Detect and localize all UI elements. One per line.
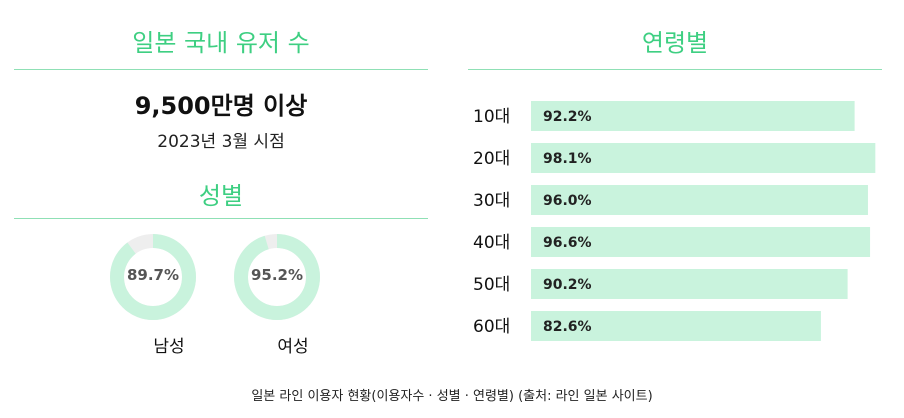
user-count: 9,500만명 이상 bbox=[134, 92, 308, 120]
age-bar-value-label: 82.6% bbox=[543, 319, 592, 335]
age-bar-chart: 10대 92.2% 20대 98.1% 30대 96.0% 40대 96.6% 50대 90.2%… bbox=[473, 101, 876, 341]
donut-svg bbox=[234, 234, 320, 320]
age-category-label: 50대 bbox=[473, 275, 510, 295]
age-bar bbox=[531, 311, 821, 341]
donut-category-label: 여성 bbox=[277, 337, 309, 357]
age-bar bbox=[531, 143, 876, 173]
age-category-label: 10대 bbox=[473, 107, 510, 127]
age-category-label: 20대 bbox=[473, 149, 510, 169]
age-bar bbox=[531, 101, 855, 131]
as-of-date: 2023년 3월 시점 bbox=[157, 132, 285, 152]
age-bar-value-label: 96.6% bbox=[543, 235, 592, 251]
age-bar bbox=[531, 227, 871, 257]
gender-title: 성별 bbox=[198, 182, 244, 210]
donut-female: 95.2% bbox=[232, 232, 322, 322]
age-bar-value-label: 90.2% bbox=[543, 277, 592, 293]
donut-slice bbox=[110, 234, 196, 320]
age-bar bbox=[531, 269, 848, 299]
age-bar bbox=[531, 185, 868, 215]
users-divider bbox=[14, 69, 428, 70]
donut-slice bbox=[234, 234, 320, 320]
donut-value-label: 95.2% bbox=[250, 266, 304, 284]
age-bar-value-label: 98.1% bbox=[543, 151, 592, 167]
donut-value-label: 89.7% bbox=[126, 266, 180, 284]
gender-divider bbox=[14, 218, 428, 219]
age-divider bbox=[468, 69, 882, 70]
users-title: 일본 국내 유저 수 bbox=[132, 29, 310, 57]
age-bar-value-label: 96.0% bbox=[543, 193, 592, 209]
donut-male: 89.7% bbox=[108, 232, 198, 322]
donut-svg bbox=[110, 234, 196, 320]
age-bar-value-label: 92.2% bbox=[543, 109, 592, 125]
age-title: 연령별 bbox=[641, 29, 709, 57]
age-category-label: 30대 bbox=[473, 191, 510, 211]
donut-category-label: 남성 bbox=[153, 337, 185, 357]
age-category-label: 60대 bbox=[473, 317, 510, 337]
age-category-label: 40대 bbox=[473, 233, 510, 253]
footnote: 일본 라인 이용자 현황(이용자수 · 성별 · 연령별) (출처: 라인 일본… bbox=[251, 389, 653, 404]
